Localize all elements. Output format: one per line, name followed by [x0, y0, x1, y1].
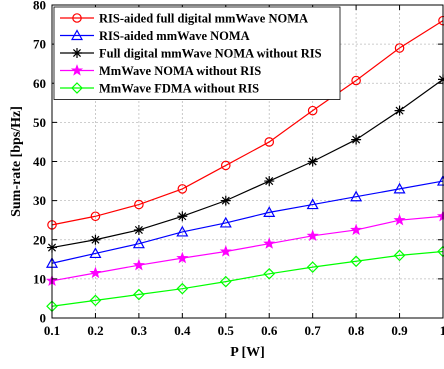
- marker-star: [70, 64, 84, 76]
- marker-circle: [394, 43, 405, 53]
- x-tick-label: 0.6: [261, 323, 278, 338]
- marker-triangle: [306, 198, 319, 210]
- marker-circle: [72, 13, 82, 23]
- marker-star: [306, 229, 319, 241]
- marker-asterisk: [90, 234, 101, 245]
- x-tick-label: 0.3: [131, 323, 148, 338]
- x-tick-label: 1: [440, 323, 444, 338]
- marker-asterisk: [177, 211, 188, 222]
- marker-diamond: [219, 275, 232, 288]
- marker-diamond: [176, 282, 189, 295]
- x-tick-label: 0.7: [305, 323, 322, 338]
- y-tick-label: 10: [33, 271, 46, 286]
- marker-triangle: [176, 225, 189, 237]
- marker-triangle: [70, 29, 84, 41]
- marker-diamond: [263, 267, 276, 280]
- marker-circle: [134, 199, 144, 210]
- marker-asterisk: [351, 134, 362, 145]
- x-tick-label: 0.9: [391, 323, 408, 338]
- marker-asterisk: [394, 105, 405, 116]
- marker-diamond: [71, 82, 83, 94]
- marker-star: [89, 266, 102, 279]
- y-tick-label: 0: [40, 311, 47, 326]
- marker-triangle: [89, 247, 102, 259]
- legend-label: RIS-aided full digital mmWave NOMA: [99, 12, 308, 26]
- y-tick-label: 30: [33, 193, 46, 208]
- marker-triangle: [219, 216, 232, 228]
- marker-circle: [264, 137, 275, 147]
- legend-box: [53, 6, 341, 100]
- marker-diamond: [133, 288, 145, 301]
- marker-star: [132, 258, 145, 271]
- marker-circle: [220, 160, 231, 171]
- x-axis-title: P [W]: [230, 345, 265, 360]
- series-line-2: [51, 78, 444, 249]
- marker-asterisk: [220, 195, 231, 206]
- x-tick-label: 0.4: [174, 323, 191, 338]
- x-tick-label: 0.8: [348, 323, 365, 338]
- x-tick-label: 0.1: [44, 323, 60, 338]
- series-line-3: [51, 215, 444, 282]
- marker-circle: [177, 184, 188, 194]
- legend-label: RIS-aided mmWave NOMA: [99, 29, 250, 43]
- marker-circle: [307, 105, 318, 116]
- legend-label: Full digital mmWave NOMA without RIS: [99, 47, 322, 61]
- marker-circle: [90, 211, 101, 222]
- marker-diamond: [350, 255, 362, 268]
- marker-triangle: [263, 206, 276, 217]
- y-tick-label: 70: [33, 37, 46, 52]
- legend-label: MmWave NOMA without RIS: [99, 64, 261, 78]
- marker-diamond: [393, 249, 406, 262]
- y-axis-title: Sum-rate [bps/Hz]: [9, 106, 24, 217]
- series-line-4: [51, 250, 444, 307]
- marker-star: [176, 251, 189, 264]
- y-tick-label: 50: [33, 115, 46, 130]
- marker-triangle: [350, 190, 363, 202]
- marker-asterisk: [264, 176, 275, 187]
- marker-asterisk: [72, 48, 82, 58]
- y-tick-label: 40: [33, 154, 46, 169]
- legend-label: MmWave FDMA without RIS: [99, 82, 259, 96]
- marker-asterisk: [133, 224, 144, 235]
- y-tick-label: 20: [33, 232, 46, 247]
- series-line-1: [51, 180, 444, 264]
- marker-circle: [351, 75, 361, 86]
- marker-diamond: [89, 294, 102, 307]
- marker-triangle: [393, 182, 406, 194]
- marker-star: [393, 213, 406, 226]
- x-tick-label: 0.2: [87, 323, 103, 338]
- marker-star: [263, 237, 276, 249]
- y-tick-label: 60: [33, 76, 46, 91]
- x-tick-label: 0.5: [218, 323, 235, 338]
- marker-triangle: [132, 237, 145, 249]
- marker-asterisk: [307, 156, 318, 167]
- marker-star: [350, 223, 363, 236]
- marker-diamond: [306, 261, 319, 273]
- y-tick-label: 80: [33, 0, 46, 13]
- series-line-0: [51, 20, 444, 226]
- marker-star: [219, 245, 232, 257]
